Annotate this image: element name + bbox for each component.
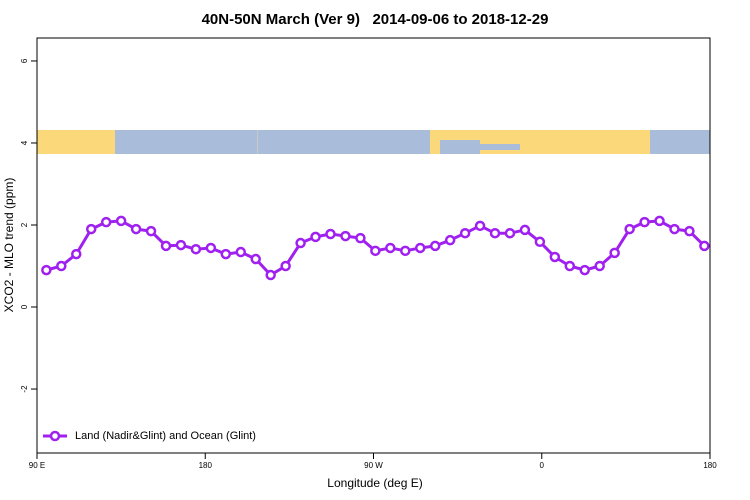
x-tick-label: 180	[703, 461, 717, 470]
map-strip	[37, 130, 710, 154]
legend-marker	[49, 430, 61, 442]
data-point	[429, 240, 441, 252]
data-point	[355, 232, 366, 244]
data-point	[295, 237, 306, 249]
data-point	[220, 248, 232, 260]
data-point	[71, 248, 82, 260]
data-point	[534, 236, 546, 248]
data-point	[280, 260, 291, 272]
data-point	[205, 242, 217, 254]
data-point	[310, 231, 321, 243]
land	[37, 130, 115, 154]
data-point	[41, 264, 52, 276]
data-point	[489, 227, 501, 239]
data-point	[400, 245, 411, 257]
ocean	[480, 144, 520, 150]
x-tick-label: 90 W	[364, 461, 383, 470]
data-point	[265, 269, 276, 281]
legend-label: Land (Nadir&Glint) and Ocean (Glint)	[75, 430, 256, 442]
data-point	[669, 223, 680, 235]
x-tick-label: 90 E	[29, 461, 45, 470]
chart-title: 40N-50N March (Ver 9) 2014-09-06 to 2018…	[202, 11, 549, 28]
y-tick-label: 4	[20, 140, 29, 145]
x-axis-label: Longitude (deg E)	[327, 476, 422, 490]
ocean	[440, 140, 480, 154]
data-point	[385, 242, 396, 254]
data-point	[504, 227, 516, 239]
data-point	[699, 240, 710, 252]
map-edge	[257, 130, 258, 154]
data-point	[654, 215, 665, 227]
data-point	[564, 260, 576, 272]
data-point	[340, 230, 351, 242]
data-point	[639, 216, 650, 228]
data-point	[130, 223, 142, 235]
data-point	[549, 251, 561, 263]
data-point	[145, 225, 157, 237]
y-tick-label: 2	[20, 222, 29, 227]
data-point	[474, 220, 486, 232]
data-point	[519, 224, 531, 236]
data-point	[175, 239, 187, 251]
y-tick-label: 0	[20, 304, 29, 309]
data-point	[325, 228, 336, 240]
data-point	[56, 260, 67, 272]
data-point	[115, 215, 127, 227]
data-point	[579, 264, 590, 276]
data-point	[459, 227, 471, 239]
data-point	[85, 223, 97, 235]
data-point	[190, 243, 202, 255]
data-point	[414, 242, 426, 254]
data-point	[250, 253, 261, 265]
data-point	[370, 245, 381, 257]
data-point	[100, 216, 112, 228]
data-point	[444, 234, 456, 246]
data-point	[684, 225, 695, 237]
y-tick-label: -2	[20, 385, 29, 393]
data-point	[594, 260, 605, 272]
data-point	[609, 247, 620, 259]
x-tick-label: 180	[199, 461, 213, 470]
y-tick-label: 6	[20, 58, 29, 63]
x-tick-label: 0	[540, 461, 545, 470]
data-point	[624, 223, 635, 235]
data-point	[160, 240, 172, 252]
data-point	[235, 246, 247, 258]
y-axis-label: XCO2 - MLO trend (ppm)	[2, 178, 16, 313]
plot-frame	[36, 37, 711, 454]
